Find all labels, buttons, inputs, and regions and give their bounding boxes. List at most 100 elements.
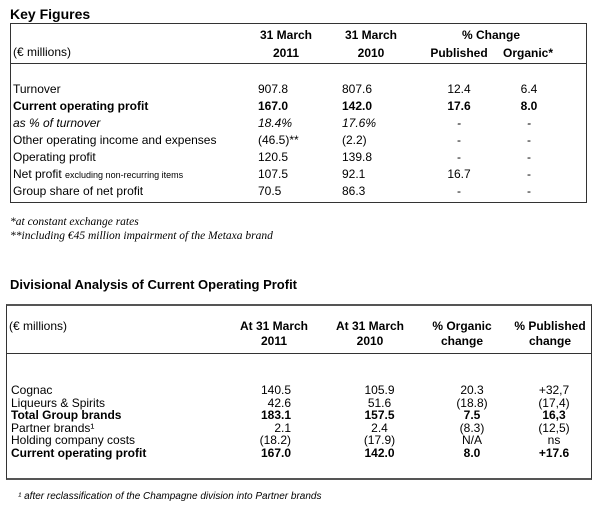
header-2011-line1: At 31 March (239, 319, 309, 333)
divisional-analysis-title: Divisional Analysis of Current Operating… (10, 277, 298, 292)
value-organic-change: (8.3) (459, 420, 485, 435)
value-published-change: +17.6 (538, 445, 570, 460)
row-label: Partner brands¹ (11, 420, 95, 435)
value-2011: (46.5)** (258, 133, 299, 147)
header-published-change: % Published change (507, 319, 593, 349)
value-organic-change: 8.0 (463, 445, 481, 460)
value-2010: 142.0 (364, 445, 395, 460)
value-2011: 120.5 (258, 150, 289, 164)
table-row: Group share of net profit 70.5 86.3 - - (11, 183, 586, 200)
value-organic: 8.0 (520, 99, 538, 113)
table-row: Total Group brands 183.1 157.5 7.5 16,3 (7, 409, 591, 422)
value-published: 16.7 (447, 167, 471, 181)
row-label: Cognac (11, 383, 53, 397)
header-organic-change: % Organic change (419, 319, 505, 349)
row-label: Current operating profit (13, 99, 149, 113)
value-organic: - (527, 167, 531, 181)
row-label: Group share of net profit (13, 184, 144, 198)
value-2010: 139.8 (342, 150, 373, 164)
value-organic: - (527, 116, 531, 130)
value-2011: 2.1 (274, 420, 291, 435)
value-2011: 183.1 (260, 408, 291, 422)
row-label: Turnover (13, 82, 61, 96)
divisional-rows: Cognac 140.5 105.9 20.3 +32,7 Liqueurs & Spir… (7, 384, 591, 459)
header-published: Published (430, 46, 488, 60)
value-2010: 2.4 (371, 420, 388, 435)
value-published-change: (17,4) (538, 395, 570, 410)
table-row: Operating profit 120.5 139.8 - - (11, 149, 586, 166)
header-organic-line1: % Organic (432, 319, 492, 333)
key-figures-notes: *at constant exchange rates **including … (10, 215, 273, 243)
value-published-change: (12,5) (538, 420, 570, 435)
table-row: Liqueurs & Spirits 42.6 51.6 (18.8) (17,4) (7, 395, 591, 410)
header-2010-line1: 31 March (344, 28, 398, 42)
header-2010-line1: At 31 March (335, 319, 405, 333)
row-label-suffix: excluding non-recurring items (65, 170, 184, 180)
value-organic-change: N/A (461, 433, 482, 447)
value-published-change: 16,3 (542, 408, 566, 422)
note-metaxa-impairment: **including €45 million impairment of th… (10, 230, 273, 242)
key-figures-table: 31 March 2011 31 March 2010 % Change Pub… (10, 23, 587, 203)
row-label: as % of turnover (13, 116, 101, 130)
value-organic: - (527, 150, 531, 164)
row-label: Holding company costs (11, 433, 136, 447)
header-2010-line2: 2010 (356, 334, 384, 348)
header-2011: At 31 March 2011 (229, 319, 319, 349)
value-2011: 167.0 (258, 99, 289, 113)
row-label: Total Group brands (11, 408, 122, 422)
header-2010: At 31 March 2010 (325, 319, 415, 349)
key-figures-header: 31 March 2011 31 March 2010 % Change Pub… (11, 24, 586, 64)
value-organic-change: 20.3 (460, 383, 484, 397)
value-2011: 42.6 (267, 395, 291, 410)
value-published: - (457, 184, 461, 198)
value-organic: 6.4 (520, 82, 538, 96)
header-2011-line1: 31 March (259, 28, 313, 42)
header-2011-line2: 2011 (272, 46, 300, 60)
value-2010: (2.2) (342, 133, 367, 147)
note-exchange-rates: *at constant exchange rates (10, 216, 139, 228)
value-organic-change: (18.8) (456, 395, 488, 410)
value-published-change: ns (547, 433, 561, 447)
divisional-analysis-table: (€ millions) At 31 March 2011 At 31 Marc… (6, 304, 592, 480)
header-published-line2: change (528, 334, 571, 348)
value-2011: 107.5 (258, 167, 289, 181)
row-label: Liqueurs & Spirits (11, 395, 106, 410)
value-organic: - (527, 133, 531, 147)
value-2010: (17.9) (363, 433, 396, 447)
value-2010: 142.0 (342, 99, 373, 113)
value-organic-change: 7.5 (463, 408, 481, 422)
value-2011: 140.5 (260, 383, 291, 397)
value-published: - (457, 150, 461, 164)
value-2011: 18.4% (258, 116, 293, 130)
unit-label: (€ millions) (13, 45, 72, 59)
value-2010: 17.6% (342, 116, 377, 130)
row-label: Net profit excluding non-recurring items (13, 167, 184, 181)
value-2010: 157.5 (364, 408, 395, 422)
row-label: Operating profit (13, 150, 96, 164)
key-figures-title: Key Figures (10, 6, 91, 22)
table-row: Turnover 907.8 807.6 12.4 6.4 (11, 81, 586, 98)
value-published: - (457, 116, 461, 130)
value-2011: (18.2) (259, 433, 291, 447)
value-2010: 807.6 (342, 82, 373, 96)
row-label: Other operating income and expenses (13, 133, 217, 147)
value-2011: 70.5 (258, 184, 282, 198)
row-label: Current operating profit (11, 445, 147, 460)
table-row: Partner brands¹ 2.1 2.4 (8.3) (12,5) (7, 420, 591, 435)
value-published: 17.6 (447, 99, 471, 113)
value-2011: 167.0 (260, 445, 291, 460)
value-2010: 105.9 (364, 383, 395, 397)
unit-label: (€ millions) (9, 319, 68, 333)
value-2010: 92.1 (342, 167, 366, 181)
key-figures-rows: Turnover 907.8 807.6 12.4 6.4 Current operati… (11, 81, 586, 200)
header-2010-line2: 2010 (357, 46, 385, 60)
table-row: Net profit excluding non-recurring items… (11, 166, 586, 183)
table-row: as % of turnover 18.4% 17.6% - - (11, 115, 586, 132)
value-organic: - (527, 184, 531, 198)
value-published: - (457, 133, 461, 147)
table-row: Holding company costs (18.2) (17.9) N/A ns (7, 434, 591, 447)
value-published: 12.4 (447, 82, 471, 96)
value-2010: 51.6 (367, 395, 392, 410)
header-2011-line2: 2011 (260, 334, 288, 348)
